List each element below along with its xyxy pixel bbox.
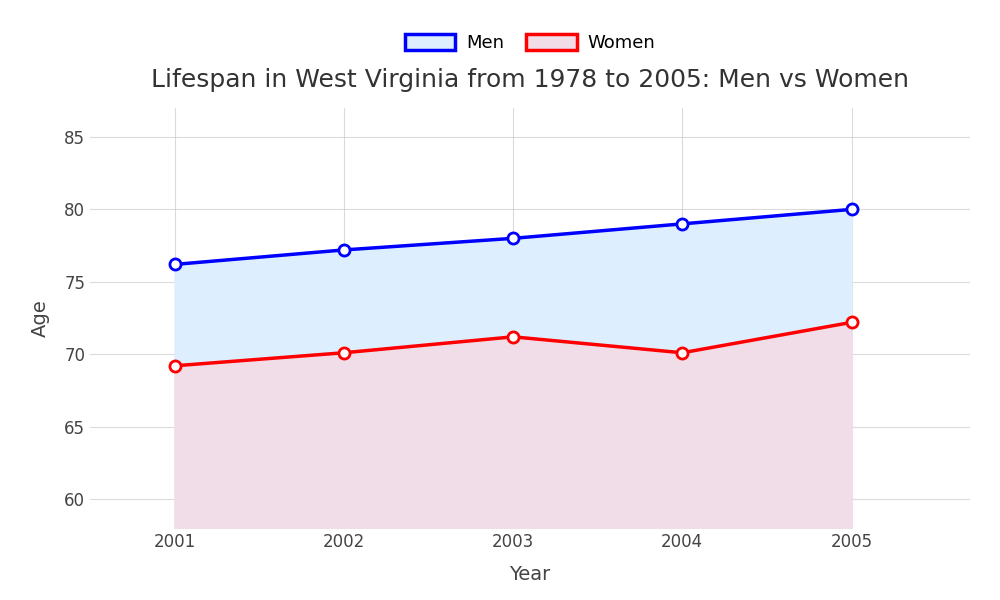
Y-axis label: Age: Age xyxy=(31,299,50,337)
Legend: Men, Women: Men, Women xyxy=(396,25,664,61)
Title: Lifespan in West Virginia from 1978 to 2005: Men vs Women: Lifespan in West Virginia from 1978 to 2… xyxy=(151,68,909,92)
X-axis label: Year: Year xyxy=(509,565,551,584)
